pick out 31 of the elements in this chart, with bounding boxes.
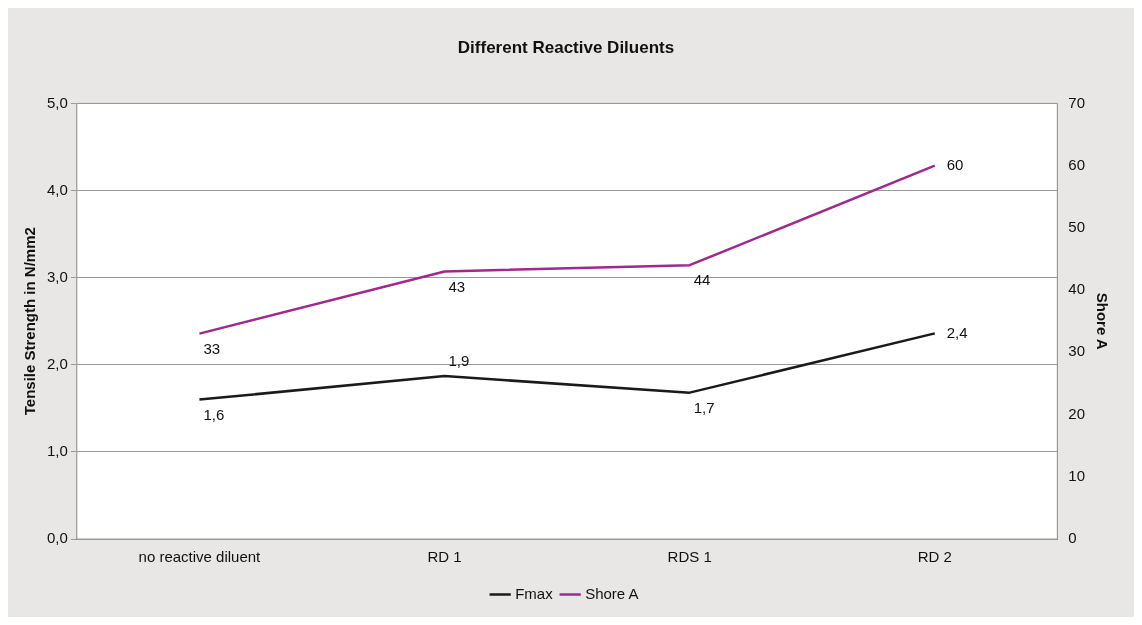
- y2-tick-label: 40: [1068, 280, 1085, 298]
- y-tick-label: 2,0: [46, 354, 68, 372]
- y2-tick-label: 10: [1068, 466, 1085, 484]
- y-tick-label: 0,0: [46, 529, 68, 547]
- data-label: 1,7: [693, 398, 715, 416]
- y-tick-label: 4,0: [46, 180, 68, 198]
- legend-label: Shore A: [585, 584, 639, 602]
- x-tick-label: no reactive diluent: [138, 548, 262, 566]
- y2-tick-label: 60: [1068, 155, 1085, 173]
- data-label: 2,4: [946, 323, 968, 341]
- data-label: 60: [946, 155, 964, 173]
- y-tick-label: 5,0: [46, 93, 68, 111]
- x-tick-label: RD 2: [917, 548, 952, 566]
- y2-tick-label: 30: [1068, 342, 1085, 360]
- x-tick-label: RDS 1: [667, 548, 712, 566]
- y2-tick-label: 50: [1068, 218, 1085, 235]
- x-tick-label: RD 1: [427, 548, 462, 566]
- chart-title: Different Reactive Diluents: [457, 37, 675, 57]
- y2-axis-title: Shore A: [1093, 292, 1111, 350]
- data-label: 1,9: [448, 352, 470, 370]
- y2-tick-label: 0: [1068, 529, 1077, 547]
- y-tick-label: 3,0: [46, 267, 68, 285]
- y-axis-title: Tensile Strength in N/mm2: [21, 227, 39, 416]
- data-label: 44: [693, 271, 711, 289]
- y2-tick-label: 70: [1068, 93, 1085, 111]
- data-label: 1,6: [203, 405, 225, 423]
- data-label: 33: [203, 339, 221, 357]
- y2-tick-label: 20: [1068, 404, 1085, 422]
- y-tick-label: 1,0: [46, 442, 68, 460]
- legend-label: Fmax: [515, 584, 554, 602]
- data-label: 43: [448, 277, 466, 295]
